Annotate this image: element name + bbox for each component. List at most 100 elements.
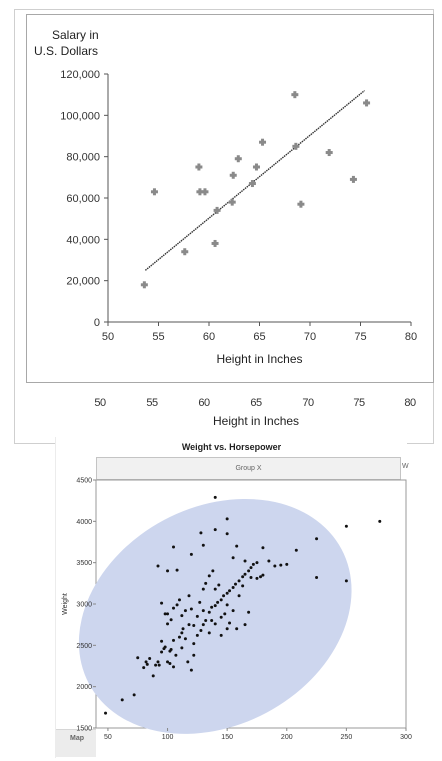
y-tick-label: 4000 (76, 519, 92, 526)
y-tick-label: 3000 (76, 602, 92, 609)
y-tick-label: 60,000 (66, 193, 100, 205)
data-point (132, 693, 136, 697)
data-point (198, 600, 202, 604)
data-point (192, 653, 196, 657)
data-point (247, 610, 251, 614)
x-tick-label: 100 (162, 734, 174, 741)
data-point (217, 583, 221, 587)
data-point (241, 575, 245, 579)
data-point (160, 650, 164, 654)
y-axis-label: Salary in (52, 28, 99, 42)
data-point (172, 638, 175, 642)
data-point (237, 579, 241, 583)
chart-title: Weight vs. Horsepower (181, 442, 282, 452)
data-point (225, 591, 229, 595)
data-point (195, 163, 203, 171)
data-point (189, 668, 193, 672)
data-point (144, 660, 148, 664)
data-point (207, 574, 211, 578)
data-point (279, 563, 283, 567)
data-point (231, 556, 235, 560)
y-tick-label: 3500 (76, 560, 92, 567)
data-point (241, 584, 245, 588)
data-point (213, 495, 217, 499)
data-point (201, 188, 209, 196)
data-point (151, 674, 155, 678)
data-point (199, 628, 203, 632)
data-point (175, 603, 179, 607)
data-point (192, 642, 196, 646)
data-point (142, 666, 146, 670)
data-point (259, 575, 263, 579)
data-point (174, 653, 178, 657)
data-point (168, 649, 172, 653)
data-point (201, 543, 205, 547)
data-point (145, 662, 149, 666)
data-point (189, 552, 193, 556)
data-point (252, 163, 260, 171)
data-point (255, 561, 259, 565)
data-point (261, 573, 265, 577)
ghost-tick-label: 75 (353, 397, 365, 409)
x-tick-label: 65 (253, 331, 265, 343)
data-point (219, 615, 223, 619)
data-point (207, 631, 211, 635)
data-point (315, 576, 319, 580)
data-point (195, 614, 199, 618)
y-tick-label: 40,000 (66, 234, 100, 246)
data-point (349, 175, 357, 183)
data-point (181, 248, 189, 256)
data-point (237, 594, 241, 598)
data-point (243, 623, 247, 627)
data-point (157, 663, 161, 667)
data-point (235, 627, 239, 631)
data-point (172, 606, 175, 610)
data-point (163, 612, 167, 616)
y-tick-label: 120,000 (60, 69, 100, 81)
x-tick-label: 300 (400, 734, 412, 741)
data-point (180, 631, 184, 635)
data-point (225, 532, 229, 536)
data-point (207, 610, 211, 614)
y-tick-label: 100,000 (60, 110, 100, 122)
y-tick-label: 2000 (76, 684, 92, 691)
x-tick-label: 70 (304, 331, 316, 343)
data-point (180, 646, 184, 650)
data-point (211, 569, 215, 573)
group-w-header[interactable]: W (402, 463, 409, 470)
data-point (267, 559, 271, 563)
data-point (251, 562, 255, 566)
data-point (172, 665, 175, 669)
data-point (213, 587, 217, 591)
data-point (175, 568, 179, 572)
y-tick-label: 80,000 (66, 152, 100, 164)
data-point (248, 180, 256, 188)
data-point (315, 537, 319, 541)
data-point (204, 619, 208, 623)
x-tick-label: 80 (405, 331, 417, 343)
ghost-tick-label: 65 (250, 397, 262, 409)
data-point (168, 662, 172, 666)
data-point (363, 99, 371, 107)
data-point (160, 601, 164, 605)
map-tab[interactable]: Map (56, 729, 96, 757)
data-point (183, 637, 187, 641)
data-point (213, 604, 217, 608)
data-point (243, 572, 247, 576)
data-point (294, 548, 298, 552)
y-axis-label: U.S. Dollars (34, 44, 98, 58)
data-point (169, 618, 173, 622)
data-point (243, 559, 247, 563)
data-point (150, 188, 158, 196)
data-point (234, 155, 242, 163)
data-point (192, 623, 196, 627)
data-point (213, 206, 221, 214)
data-point (247, 569, 251, 573)
data-point (228, 589, 232, 593)
data-point (231, 585, 235, 589)
data-point (225, 603, 229, 607)
y-tick-label: 1500 (76, 726, 92, 733)
data-point (140, 281, 148, 289)
data-point (285, 562, 289, 566)
ghost-tick-label: 55 (146, 397, 158, 409)
